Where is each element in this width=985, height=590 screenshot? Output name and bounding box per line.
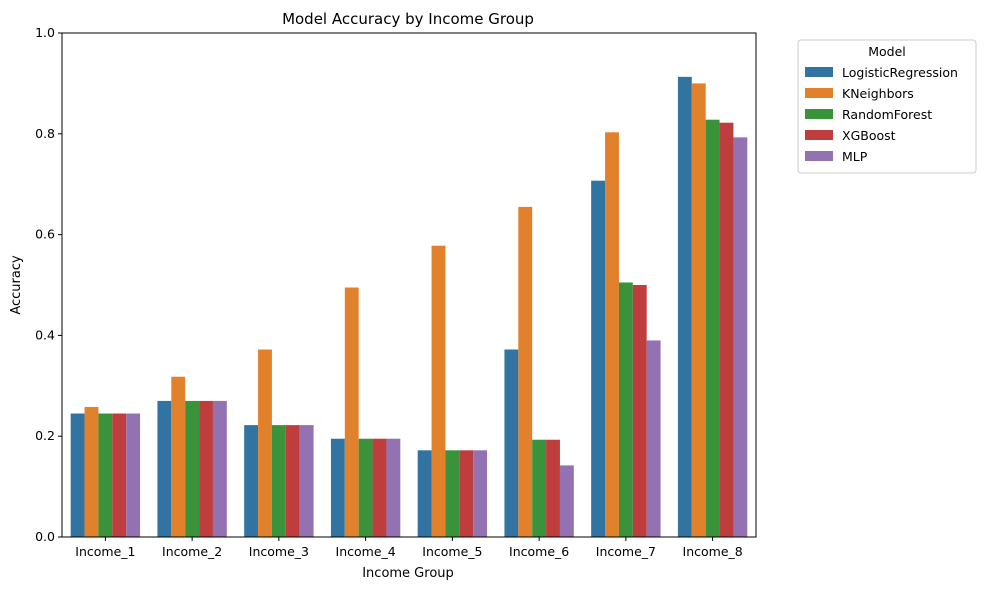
legend-label-xgboost: XGBoost <box>842 128 896 143</box>
bar-xgboost-income-1 <box>112 413 127 537</box>
x-tick-label: Income_2 <box>162 544 222 559</box>
bar-xgboost-income-7 <box>632 285 647 537</box>
bar-mlp-income-6 <box>559 465 574 537</box>
bar-kneighbors-income-2 <box>171 376 186 537</box>
legend-swatch-kneighbors <box>805 88 833 98</box>
y-tick-label: 0.4 <box>35 327 55 342</box>
bar-logisticregression-income-3 <box>244 425 259 537</box>
bar-logisticregression-income-1 <box>70 413 85 537</box>
bar-mlp-income-2 <box>212 400 227 537</box>
bar-logisticregression-income-7 <box>591 180 606 538</box>
y-tick-label: 0.0 <box>35 529 55 544</box>
bar-randomforest-income-6 <box>532 439 547 537</box>
bar-mlp-income-4 <box>386 438 401 537</box>
bar-kneighbors-income-3 <box>258 349 272 537</box>
plot-area: 0.0 0.2 0.4 0.6 0.8 1.0 Income_1 Income_2 Income… <box>35 25 757 559</box>
bar-logisticregression-income-4 <box>330 438 345 537</box>
legend-label-kneighbors: KNeighbors <box>842 86 914 101</box>
bar-xgboost-income-3 <box>285 425 300 537</box>
bar-mlp-income-7 <box>646 340 661 537</box>
bar-logisticregression-income-8 <box>677 76 692 537</box>
bar-kneighbors-income-7 <box>605 132 619 538</box>
bar-xgboost-income-2 <box>199 400 213 537</box>
bar-kneighbors-income-8 <box>691 83 706 538</box>
bar-mlp-income-5 <box>473 450 488 537</box>
bar-logisticregression-income-2 <box>157 400 172 537</box>
x-tick-label: Income_6 <box>509 544 569 559</box>
bar-logisticregression-income-5 <box>417 450 432 537</box>
bar-kneighbors-income-1 <box>84 406 99 537</box>
bar-xgboost-income-4 <box>372 438 387 537</box>
bar-xgboost-income-5 <box>459 450 474 537</box>
bar-kneighbors-income-6 <box>518 206 533 537</box>
bar-xgboost-income-8 <box>719 122 734 538</box>
legend-swatch-mlp <box>805 151 833 161</box>
x-tick-label: Income_3 <box>249 544 309 559</box>
x-tick-label: Income_4 <box>336 544 396 559</box>
bar-kneighbors-income-5 <box>431 245 446 537</box>
legend-label-logisticregression: LogisticRegression <box>842 65 958 80</box>
y-axis-label: Accuracy <box>9 255 24 315</box>
bar-randomforest-income-4 <box>358 438 373 537</box>
bar-mlp-income-3 <box>299 425 314 537</box>
x-tick-label: Income_8 <box>683 544 743 559</box>
y-tick-label: 0.8 <box>35 126 55 141</box>
y-tick-label: 1.0 <box>35 25 55 40</box>
bar-kneighbors-income-4 <box>344 287 359 537</box>
legend-swatch-randomforest <box>805 109 833 119</box>
bar-mlp-income-1 <box>126 413 141 537</box>
bar-logisticregression-income-6 <box>504 349 519 537</box>
legend-swatch-logisticregression <box>805 67 833 77</box>
x-tick-label: Income_5 <box>422 544 482 559</box>
y-tick-label: 0.2 <box>35 428 55 443</box>
y-tick-label: 0.6 <box>35 227 55 242</box>
legend-title: Model <box>868 44 906 59</box>
legend: Model LogisticRegression KNeighbors RandomF… <box>797 39 977 174</box>
bar-randomforest-income-3 <box>271 425 286 537</box>
bar-randomforest-income-1 <box>98 413 113 537</box>
bar-xgboost-income-6 <box>546 439 560 537</box>
legend-label-mlp: MLP <box>842 149 868 164</box>
bar-randomforest-income-7 <box>618 282 633 537</box>
legend-swatch-xgboost <box>805 130 833 140</box>
x-tick-label: Income_7 <box>596 544 656 559</box>
x-axis-label: Income Group <box>362 566 454 581</box>
bar-randomforest-income-8 <box>705 119 720 537</box>
legend-box <box>797 39 977 174</box>
bar-mlp-income-8 <box>733 137 748 537</box>
chart-title: Model Accuracy by Income Group <box>282 10 534 28</box>
x-tick-label: Income_1 <box>75 544 135 559</box>
bar-randomforest-income-5 <box>445 450 460 537</box>
plot-frame <box>61 32 757 538</box>
bar-randomforest-income-2 <box>185 400 200 537</box>
legend-label-randomforest: RandomForest <box>842 107 932 122</box>
